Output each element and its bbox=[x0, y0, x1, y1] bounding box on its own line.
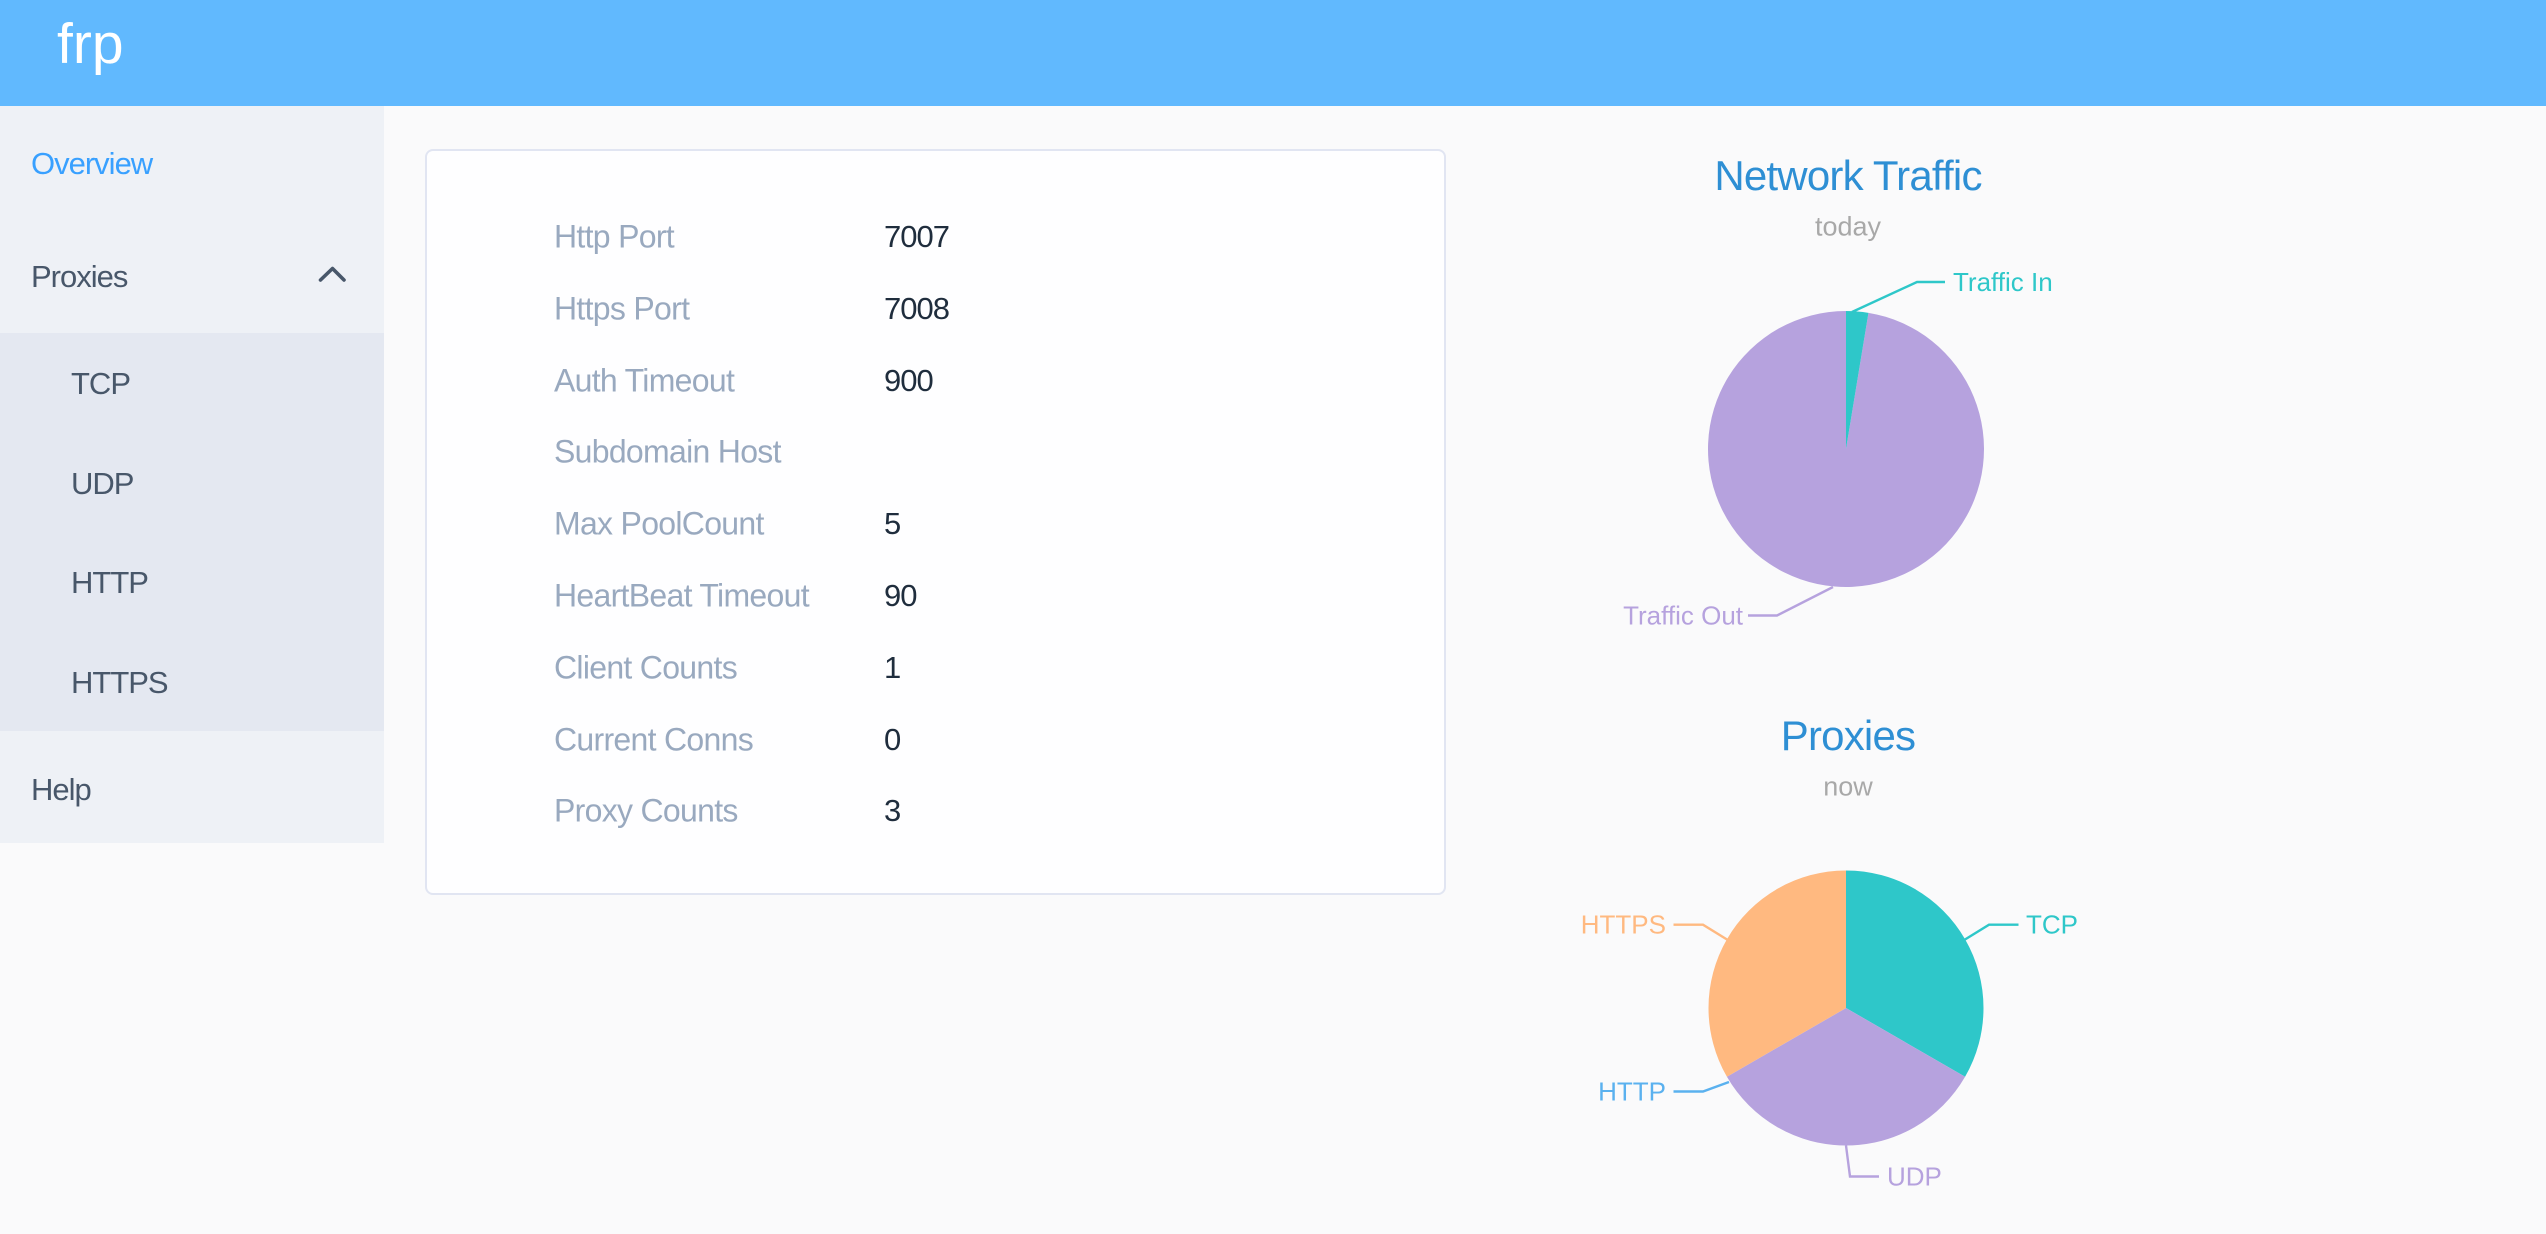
svg-text:UDP: UDP bbox=[1887, 1162, 1942, 1192]
svg-text:Traffic Out: Traffic Out bbox=[1623, 601, 1744, 631]
svg-text:HTTPS: HTTPS bbox=[1581, 910, 1666, 940]
svg-text:HTTP: HTTP bbox=[1598, 1077, 1666, 1107]
svg-text:TCP: TCP bbox=[2026, 910, 2078, 940]
svg-text:Traffic In: Traffic In bbox=[1953, 267, 2053, 297]
